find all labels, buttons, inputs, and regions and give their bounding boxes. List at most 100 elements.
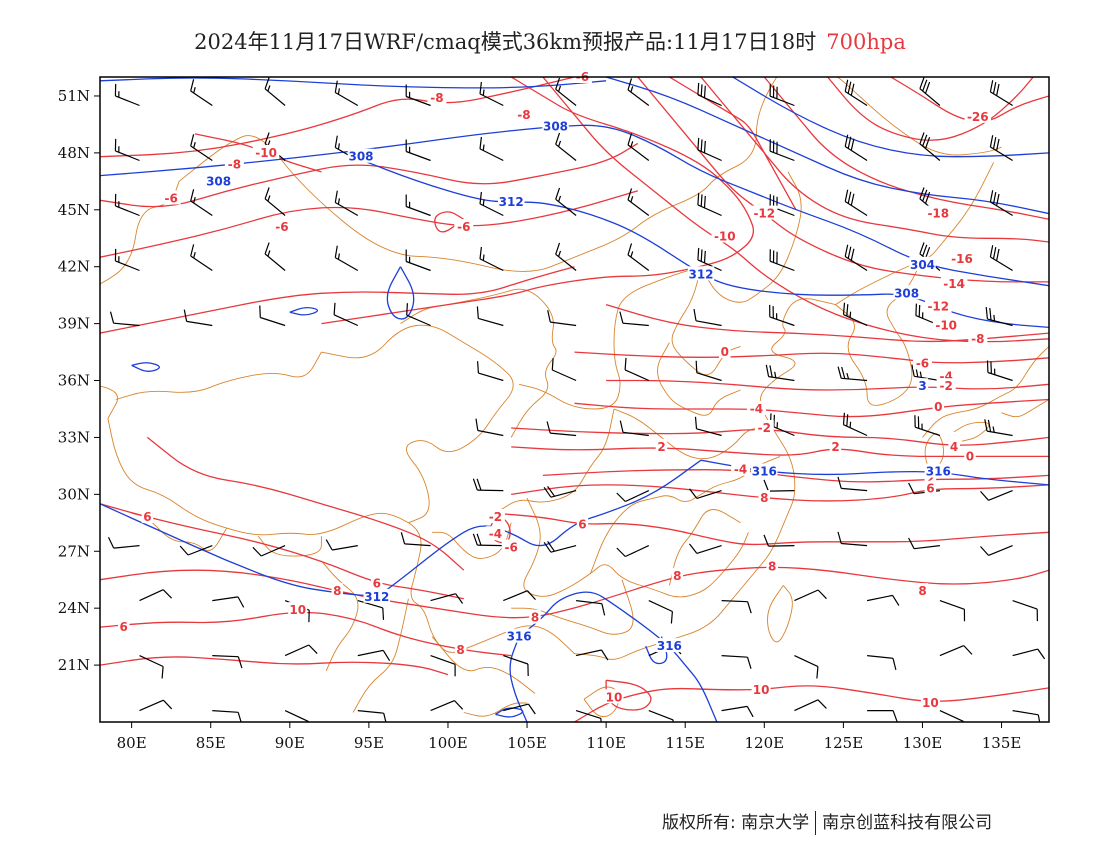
wind-barb [252,545,286,557]
isotherm-line [574,351,1049,364]
wind-barb [697,137,722,162]
contour-label-bg [687,266,715,281]
wind-barb [794,589,827,602]
temperature-label: -14 [943,277,965,291]
contour-label-bg [347,148,375,163]
wind-barb [694,416,722,437]
wind-barb [114,193,140,217]
contour-label-bg [925,463,952,478]
contour-label-bg [932,399,944,414]
temperature-label: -12 [753,207,775,221]
boundary-line [668,509,741,586]
temperature-label: 2 [831,440,839,454]
wind-barb [575,710,602,722]
contour-label-bg [924,471,937,486]
wind-barb [765,364,795,382]
wind-barb [619,311,649,327]
wind-barb [721,655,752,669]
wind-barb [555,77,577,106]
wind-barb [503,655,529,677]
map-background [100,77,1049,722]
chart-title: 2024年11月17日WRF/cmaq模式36km预报产品:11月17日18时 7… [0,26,1100,56]
temperature-label: -6 [916,357,929,371]
wind-barb [475,418,504,437]
wind-barb [284,710,310,722]
wind-barb [695,360,722,382]
copyright-text: 版权所有: 南京大学 [662,813,810,833]
wind-barb [989,190,1013,217]
temperature-label: -4 [734,463,747,477]
wind-barb [405,249,431,272]
isotherm-line [321,77,755,325]
wind-barb [183,309,213,327]
wind-barb [844,134,868,162]
wind-barb [837,366,868,382]
wind-barb [472,533,504,547]
contour-label-bg [751,681,771,696]
isotherm-line [700,77,1049,243]
temperature-label: 10 [606,690,623,704]
footer: 版权所有: 南京大学 南京创蓝科技有限公司 [662,808,992,835]
wind-barb [547,310,577,327]
wind-barb [844,79,868,107]
wind-barb [648,600,673,624]
boundary-line [100,181,180,419]
contour-label-bg [161,190,181,205]
lon-label: 105E [507,734,547,752]
wind-barb [479,246,504,272]
height-label: 316 [752,465,777,479]
lon-label: 120E [745,734,785,752]
contour-label-bg [758,490,770,505]
isotherm-line [146,436,465,571]
contour-label-bg [331,583,343,598]
contour-label-bg [751,205,778,220]
lat-label: 51N [58,87,90,105]
wind-barb [985,307,1013,327]
temperature-label: 10 [289,603,306,617]
boundary-line [671,266,741,376]
temperature-label: -4 [750,402,763,416]
wind-barb [430,700,464,712]
lon-label: 110E [586,734,626,752]
isotherm-line [495,512,1049,546]
contour-label-bg [920,695,940,709]
height-contour-line [605,77,1049,215]
temperature-label: -10 [714,229,736,243]
boundary-line [321,560,359,671]
boundary-line [352,598,409,713]
contour-label-bg [925,298,952,313]
contour-label-bg [514,106,534,121]
height-label: 308 [894,286,919,300]
footer-divider [815,811,817,835]
temperature-label: -10 [935,319,957,333]
isotherm-line [100,142,639,208]
contour-label-layer: -8-8-6-10-8-6-6 -6-12-10-26-18-16-14-12-1… [118,69,992,710]
contour-label-bg [948,251,976,266]
lat-label: 42N [58,258,90,276]
contour-label-bg [948,438,960,453]
temperature-label: 4 [950,440,958,454]
isotherm-line [511,446,1049,458]
wind-barb [794,699,827,712]
height-label: 312 [499,195,524,209]
wind-barb [619,420,649,437]
wind-barb [989,80,1013,107]
isotherm-line [100,503,464,600]
contour-label-bg [719,344,731,359]
temperature-label: 2 [926,472,934,486]
contour-label-bg [754,420,774,434]
contour-label-bg [371,575,383,590]
lon-label: 85E [196,734,226,752]
wind-barb [334,190,359,217]
temperature-label: 6 [120,620,128,634]
height-contour-line [352,156,1049,329]
wind-barb [1012,710,1041,722]
height-contour-line [131,362,161,372]
contour-label-bg [454,641,467,656]
temperature-label: -6 [505,541,518,555]
lat-label: 45N [58,201,90,219]
wind-barb [190,79,213,106]
wind-barb [555,132,577,161]
height-label: 3 [918,379,926,393]
wind-barb [842,302,868,327]
